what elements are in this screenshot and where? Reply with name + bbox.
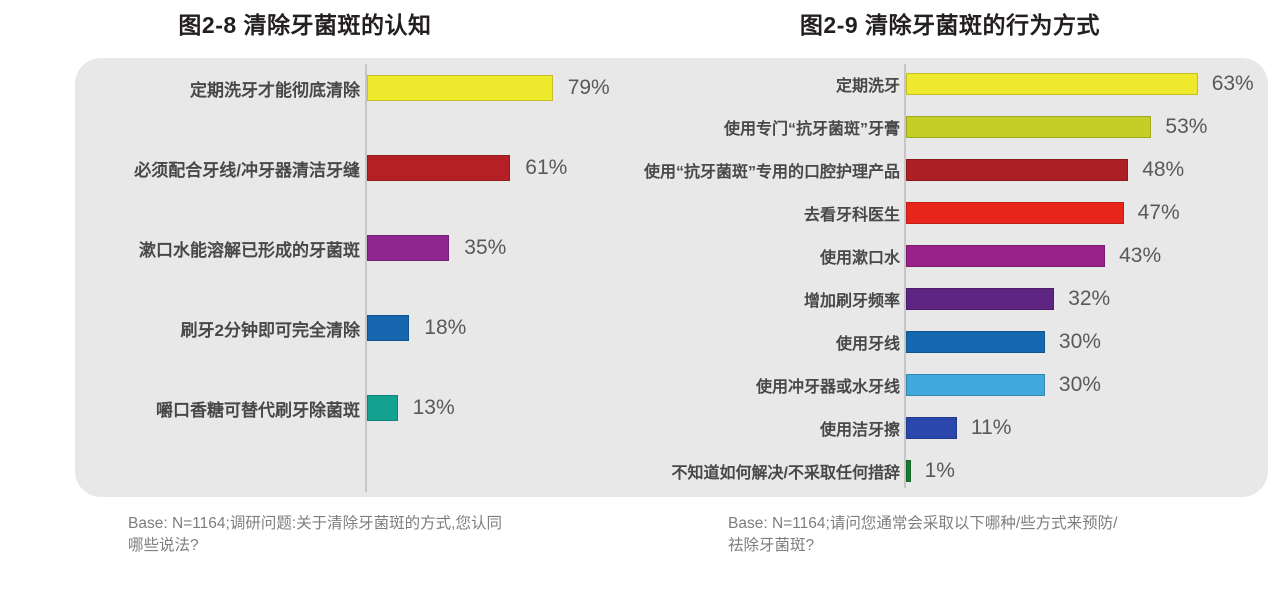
bar-track: 43% bbox=[906, 244, 1161, 268]
bar-row: 刷牙2分钟即可完全清除 18% bbox=[95, 288, 670, 368]
value-label: 43% bbox=[1119, 243, 1162, 267]
category-label: 使用专门“抗牙菌斑”牙膏 bbox=[723, 120, 900, 138]
bar-row: 使用洁牙擦 11% bbox=[625, 406, 1275, 449]
bar-row: 去看牙科医生 47% bbox=[625, 191, 1275, 234]
bar bbox=[367, 315, 410, 341]
value-label: 35% bbox=[464, 236, 507, 259]
bar-track: 61% bbox=[367, 155, 567, 181]
category-label: 去看牙科医生 bbox=[803, 206, 900, 224]
bar-track: 30% bbox=[906, 373, 1101, 397]
bar-track: 1% bbox=[906, 459, 955, 483]
bar-row: 使用冲牙器或水牙线 30% bbox=[625, 363, 1275, 406]
footnote-left: Base: N=1164;调研问题:关于清除牙菌斑的方式,您认同 哪些说法? bbox=[128, 513, 502, 558]
category-label: 定期洗牙 bbox=[835, 77, 900, 95]
footnote-line: Base: N=1164;请问您通常会采取以下哪种/些方式来预防/ bbox=[728, 515, 1118, 532]
footnote-right: Base: N=1164;请问您通常会采取以下哪种/些方式来预防/祛除牙菌斑? bbox=[728, 513, 1117, 558]
value-label: 13% bbox=[412, 396, 455, 419]
bar bbox=[906, 416, 957, 439]
value-label: 48% bbox=[1142, 157, 1185, 181]
bar-row: 定期洗牙才能彻底清除 79% bbox=[95, 48, 670, 128]
bar bbox=[906, 201, 1124, 224]
bar bbox=[906, 72, 1198, 95]
bar bbox=[367, 395, 398, 421]
bar-track: 11% bbox=[906, 416, 1011, 440]
chart-behaviors: 定期洗牙 63% 使用专门“抗牙菌斑”牙膏 53% 使用“抗牙菌斑”专用的口腔护… bbox=[625, 62, 1275, 492]
bar bbox=[906, 244, 1106, 267]
bar-row: 必须配合牙线/冲牙器清洁牙缝 61% bbox=[95, 128, 670, 208]
bar-row: 使用漱口水 43% bbox=[625, 234, 1275, 277]
bar-track: 79% bbox=[367, 75, 610, 101]
bar-track: 13% bbox=[367, 395, 455, 421]
value-label: 1% bbox=[924, 458, 955, 482]
category-label: 使用“抗牙菌斑”专用的口腔护理产品 bbox=[643, 163, 900, 181]
bar bbox=[367, 155, 511, 181]
right-chart-axis-line bbox=[904, 64, 906, 488]
value-label: 11% bbox=[970, 415, 1012, 439]
bar-row: 使用专门“抗牙菌斑”牙膏 53% bbox=[625, 105, 1275, 148]
category-label: 不知道如何解决/不采取任何措辞 bbox=[671, 464, 900, 482]
value-label: 53% bbox=[1165, 114, 1208, 138]
chart-awareness: 定期洗牙才能彻底清除 79% 必须配合牙线/冲牙器清洁牙缝 61% 漱口水能溶解… bbox=[95, 48, 670, 448]
bar bbox=[906, 459, 911, 482]
value-label: 61% bbox=[525, 156, 568, 179]
category-label: 嚼口香糖可替代刷牙除菌斑 bbox=[156, 400, 360, 420]
bar bbox=[906, 373, 1045, 396]
value-label: 32% bbox=[1068, 286, 1111, 310]
category-label: 增加刷牙频率 bbox=[803, 292, 900, 310]
bar-track: 53% bbox=[906, 115, 1207, 139]
bar-track: 63% bbox=[906, 72, 1254, 96]
bar-row: 定期洗牙 63% bbox=[625, 62, 1275, 105]
bar-row: 嚼口香糖可替代刷牙除菌斑 13% bbox=[95, 368, 670, 448]
bar-track: 35% bbox=[367, 235, 506, 261]
bar-track: 18% bbox=[367, 315, 466, 341]
bar bbox=[906, 115, 1152, 138]
bar-track: 32% bbox=[906, 287, 1110, 311]
value-label: 18% bbox=[424, 316, 467, 339]
category-label: 漱口水能溶解已形成的牙菌斑 bbox=[139, 240, 360, 260]
bar-row: 使用“抗牙菌斑”专用的口腔护理产品 48% bbox=[625, 148, 1275, 191]
footnote-line: Base: N=1164;调研问题:关于清除牙菌斑的方式,您认同 bbox=[128, 515, 502, 532]
category-label: 刷牙2分钟即可完全清除 bbox=[180, 320, 360, 340]
category-label: 定期洗牙才能彻底清除 bbox=[190, 80, 360, 100]
category-label: 使用牙线 bbox=[835, 335, 900, 353]
category-label: 使用漱口水 bbox=[819, 249, 900, 267]
category-label: 必须配合牙线/冲牙器清洁牙缝 bbox=[134, 160, 360, 180]
value-label: 63% bbox=[1211, 71, 1254, 95]
bar-row: 使用牙线 30% bbox=[625, 320, 1275, 363]
bar-row: 不知道如何解决/不采取任何措辞 1% bbox=[625, 449, 1275, 492]
chart-left-title: 图2-8 清除牙菌斑的认知 bbox=[178, 12, 432, 38]
footnote-line: 祛除牙菌斑? bbox=[728, 537, 815, 555]
bar bbox=[367, 75, 553, 101]
value-label: 79% bbox=[567, 76, 610, 99]
bar bbox=[906, 330, 1045, 353]
bar-row: 漱口水能溶解已形成的牙菌斑 35% bbox=[95, 208, 670, 288]
bar-track: 47% bbox=[906, 201, 1180, 225]
chart-right-title: 图2-9 清除牙菌斑的行为方式 bbox=[799, 12, 1101, 38]
value-label: 30% bbox=[1058, 329, 1101, 353]
category-label: 使用冲牙器或水牙线 bbox=[755, 378, 900, 396]
value-label: 47% bbox=[1137, 200, 1180, 224]
bar-track: 30% bbox=[906, 330, 1101, 354]
category-label: 使用洁牙擦 bbox=[819, 421, 900, 439]
bar bbox=[906, 287, 1055, 310]
bar-row: 增加刷牙频率 32% bbox=[625, 277, 1275, 320]
bar bbox=[906, 158, 1129, 181]
bar-track: 48% bbox=[906, 158, 1184, 182]
value-label: 30% bbox=[1058, 372, 1101, 396]
left-chart-axis-line bbox=[365, 64, 367, 492]
bar bbox=[367, 235, 450, 261]
footnote-line: 哪些说法? bbox=[128, 537, 199, 555]
